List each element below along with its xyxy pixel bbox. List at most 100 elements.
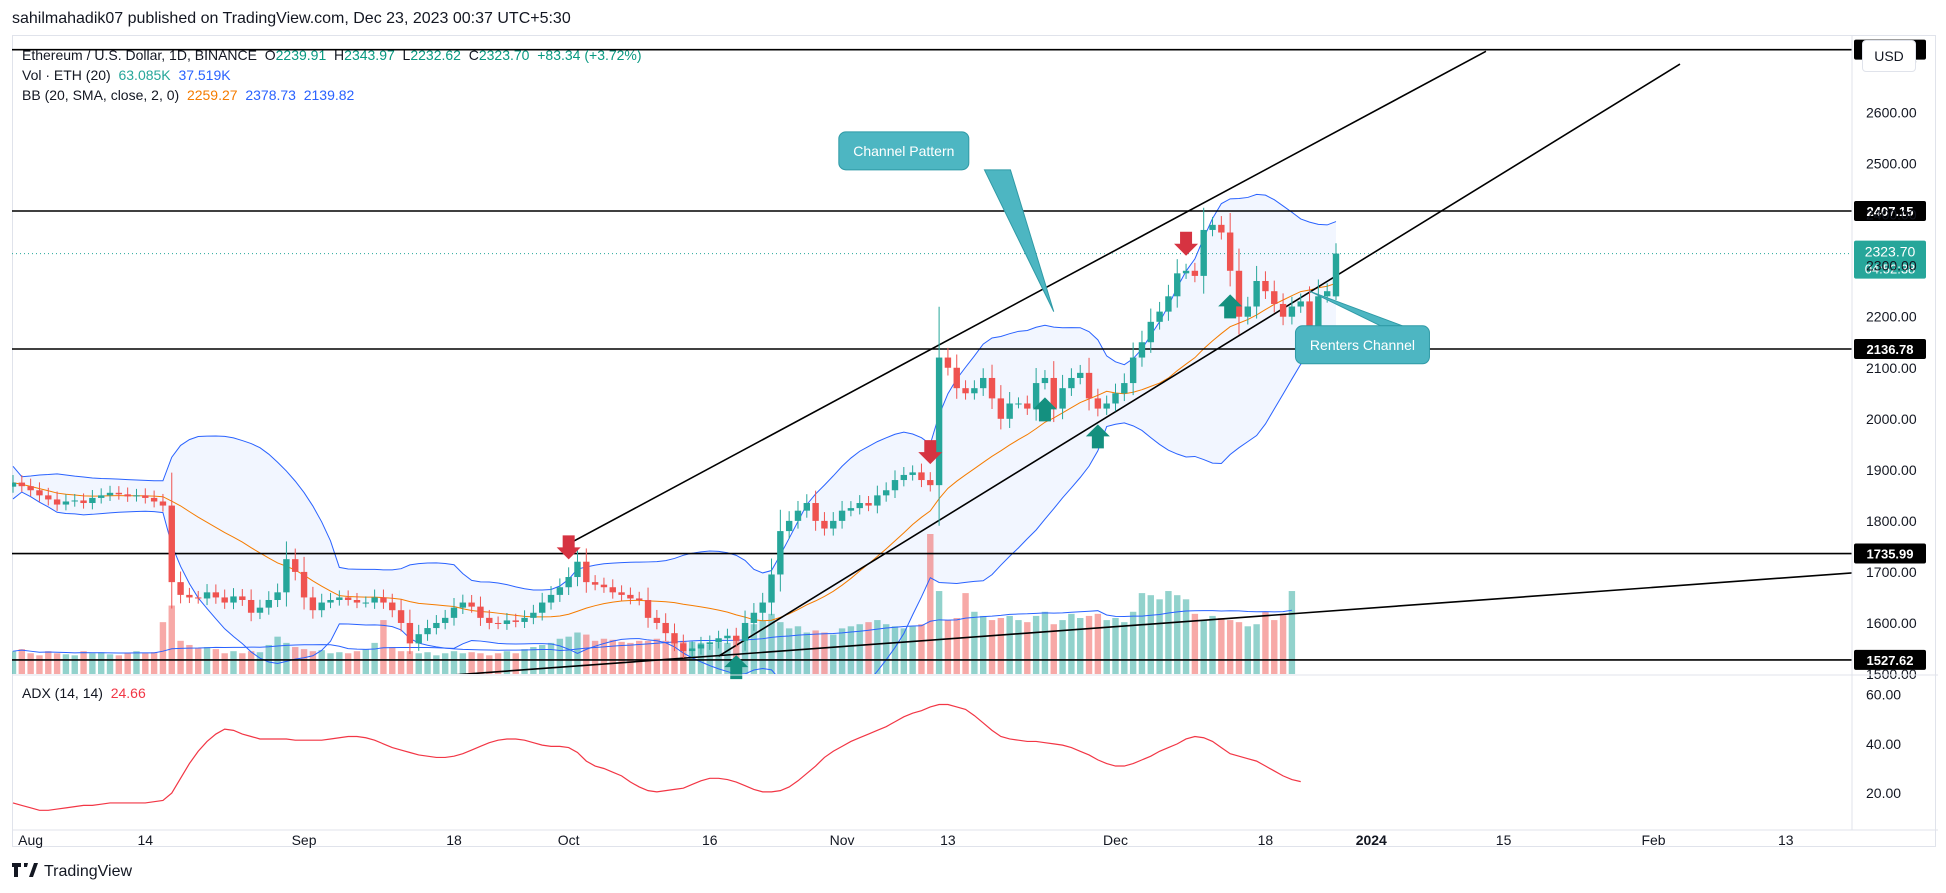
- volume-bar: [450, 651, 458, 674]
- high-label: H: [334, 47, 345, 63]
- bb-indicator-label[interactable]: BB (20, SMA, close, 2, 0): [22, 87, 180, 103]
- price-tick-label: 2500.00: [1866, 156, 1917, 172]
- time-tick-label: Sep: [292, 832, 317, 848]
- volume-bar: [600, 638, 608, 674]
- candle-body: [574, 561, 581, 578]
- candle-body: [433, 622, 440, 629]
- candle-body: [927, 480, 934, 486]
- volume-bar: [283, 642, 290, 674]
- candle-body: [424, 628, 431, 635]
- volume-bar: [971, 611, 978, 674]
- candle-body: [1315, 296, 1322, 327]
- candle-body: [353, 599, 361, 603]
- volume-bar: [1218, 618, 1225, 674]
- candle-body: [733, 635, 740, 641]
- volume-bar: [988, 620, 996, 674]
- candle-body: [1041, 377, 1049, 384]
- volume-bar: [847, 626, 855, 674]
- volume-bar: [1156, 599, 1163, 674]
- candle-body: [477, 606, 484, 618]
- candle-body: [150, 497, 158, 502]
- level-price-tag: [1854, 543, 1926, 564]
- volume-bar: [715, 642, 722, 674]
- volume-bar: [27, 653, 34, 674]
- candle-body: [1235, 270, 1243, 317]
- candle-body: [195, 597, 202, 599]
- volume-bar: [653, 638, 661, 674]
- adx-legend: ADX (14, 14) 24.66: [22, 685, 146, 701]
- candle-body: [1059, 388, 1066, 409]
- volume-bar: [627, 642, 634, 674]
- candle-body: [1015, 403, 1022, 405]
- price-axis[interactable]: 2723.242407.152136.781735.991527.622323.…: [1854, 39, 1926, 682]
- horizontal-levels[interactable]: [12, 48, 1852, 661]
- candlesticks: [12, 207, 1340, 659]
- bb-basis-value: 2259.27: [186, 87, 238, 103]
- candle-body: [380, 597, 387, 603]
- volume-bar: [221, 653, 228, 674]
- time-tick-label: Oct: [558, 832, 580, 848]
- candle-body: [1279, 303, 1287, 317]
- volume-indicator-label[interactable]: Vol · ETH (20): [22, 67, 111, 83]
- candle-body: [98, 495, 105, 498]
- candle-body: [1200, 229, 1207, 276]
- candle-body: [406, 622, 414, 644]
- candle-body: [953, 367, 960, 389]
- candle-body: [838, 510, 846, 521]
- candle-body: [27, 486, 34, 491]
- currency-button[interactable]: USD: [1862, 40, 1916, 72]
- time-axis[interactable]: Aug 14 Sep 18 Oct 16 Nov 13 Dec 18 2024 15 Feb 13: [12, 36, 1938, 848]
- volume-bar: [212, 649, 220, 674]
- trendlines[interactable]: [313, 50, 1901, 685]
- annotations[interactable]: Channel Pattern Renters Channel: [838, 131, 1430, 365]
- buy-arrow-icon: [724, 655, 749, 680]
- sell-arrow-icon: [556, 535, 581, 560]
- candle-body: [600, 584, 608, 588]
- volume-bar: [300, 649, 308, 674]
- candle-body: [62, 501, 70, 505]
- candle-body: [177, 582, 184, 595]
- volume-bar: [1235, 622, 1243, 674]
- volume-bar: [944, 620, 952, 674]
- candle-body: [565, 577, 572, 588]
- candle-body: [1323, 291, 1331, 297]
- volume-bar: [115, 655, 123, 674]
- volume-bar: [133, 651, 140, 674]
- candle-body: [556, 587, 564, 595]
- adx-value: 24.66: [110, 685, 146, 701]
- candle-body: [221, 597, 228, 603]
- candle-body: [1129, 357, 1137, 384]
- candle-body: [1094, 398, 1102, 409]
- candle-body: [715, 638, 722, 643]
- volume-bar: [512, 653, 519, 674]
- candle-body: [662, 622, 669, 634]
- volume-bar: [1068, 613, 1075, 674]
- symbol-legend: Ethereum / U.S. Dollar, 1D, BINANCE O223…: [22, 45, 642, 105]
- symbol-title[interactable]: Ethereum / U.S. Dollar, 1D, BINANCE: [22, 47, 257, 63]
- candle-body: [512, 620, 519, 622]
- volume-bar: [962, 593, 969, 674]
- candle-body: [591, 582, 599, 585]
- adx-tick-label: 60.00: [1866, 687, 1901, 703]
- volume-bar: [609, 639, 616, 674]
- volume-bar: [62, 654, 70, 674]
- candle-body: [882, 490, 890, 496]
- volume-bar: [309, 651, 317, 674]
- adx-line: [12, 703, 1301, 811]
- candle-body: [494, 622, 502, 624]
- callout-box: [1294, 325, 1430, 365]
- candle-body: [459, 602, 467, 608]
- volume-bar: [1024, 622, 1031, 674]
- signal-arrows: [556, 231, 1243, 680]
- adx-title[interactable]: ADX (14, 14): [22, 685, 103, 701]
- candle-body: [680, 643, 687, 652]
- bb-upper-line: [12, 193, 1337, 591]
- tradingview-brand: TradingView: [44, 863, 133, 880]
- volume-bar: [1182, 599, 1190, 674]
- chart-pane[interactable]: [12, 35, 1936, 847]
- callout-box: [838, 131, 970, 171]
- candle-body: [468, 602, 475, 607]
- candle-body: [300, 571, 308, 598]
- candle-body: [1156, 311, 1163, 322]
